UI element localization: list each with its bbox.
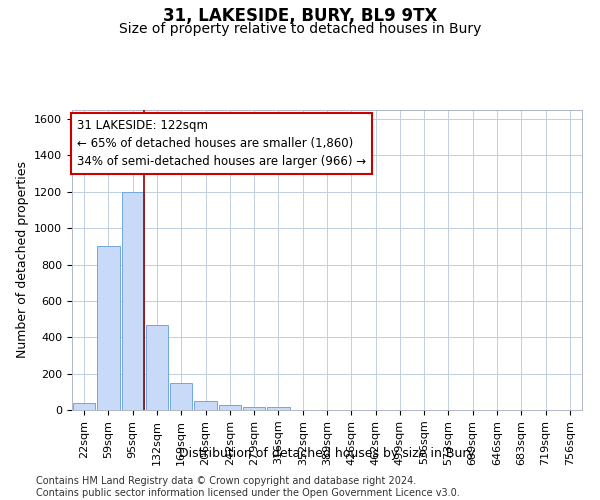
Bar xyxy=(267,408,290,410)
Bar xyxy=(73,402,95,410)
Text: Size of property relative to detached houses in Bury: Size of property relative to detached ho… xyxy=(119,22,481,36)
Bar xyxy=(122,192,144,410)
Bar xyxy=(218,406,241,410)
Text: Distribution of detached houses by size in Bury: Distribution of detached houses by size … xyxy=(179,448,475,460)
Bar xyxy=(243,408,265,410)
Text: 31, LAKESIDE, BURY, BL9 9TX: 31, LAKESIDE, BURY, BL9 9TX xyxy=(163,8,437,26)
Text: Contains HM Land Registry data © Crown copyright and database right 2024.
Contai: Contains HM Land Registry data © Crown c… xyxy=(36,476,460,498)
Bar xyxy=(194,401,217,410)
Bar xyxy=(170,382,193,410)
Y-axis label: Number of detached properties: Number of detached properties xyxy=(16,162,29,358)
Bar xyxy=(146,324,168,410)
Text: 31 LAKESIDE: 122sqm
← 65% of detached houses are smaller (1,860)
34% of semi-det: 31 LAKESIDE: 122sqm ← 65% of detached ho… xyxy=(77,119,366,168)
Bar xyxy=(97,246,119,410)
